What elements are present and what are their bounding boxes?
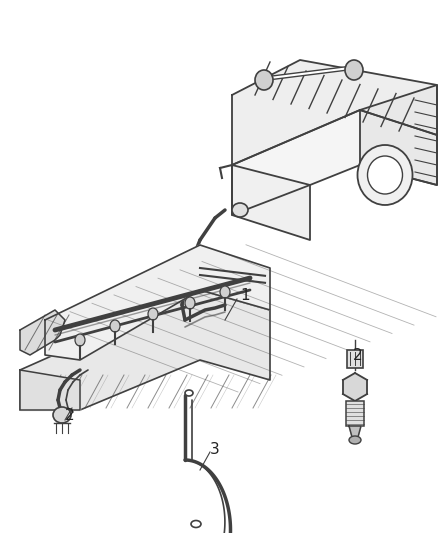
Ellipse shape (110, 320, 120, 332)
Text: 1: 1 (240, 287, 250, 303)
Ellipse shape (345, 60, 363, 80)
Bar (347, 350, 363, 368)
Polygon shape (20, 370, 80, 410)
Polygon shape (232, 60, 437, 165)
Ellipse shape (255, 70, 273, 90)
Ellipse shape (232, 203, 248, 217)
Polygon shape (349, 426, 361, 437)
Bar (346, 401, 364, 426)
Polygon shape (343, 373, 367, 401)
Polygon shape (45, 245, 270, 360)
Ellipse shape (357, 145, 413, 205)
Ellipse shape (185, 390, 193, 396)
Ellipse shape (191, 521, 201, 528)
Ellipse shape (53, 407, 71, 423)
Polygon shape (20, 310, 65, 355)
Ellipse shape (148, 308, 158, 320)
Ellipse shape (220, 286, 230, 298)
Polygon shape (232, 110, 437, 215)
Text: 3: 3 (210, 442, 220, 457)
Ellipse shape (75, 334, 85, 346)
Text: 2: 2 (353, 348, 363, 362)
Ellipse shape (185, 297, 195, 309)
Ellipse shape (367, 156, 403, 194)
Polygon shape (20, 290, 270, 410)
Ellipse shape (349, 436, 361, 444)
Polygon shape (232, 165, 310, 240)
Polygon shape (360, 85, 437, 185)
Text: 2: 2 (65, 408, 75, 423)
